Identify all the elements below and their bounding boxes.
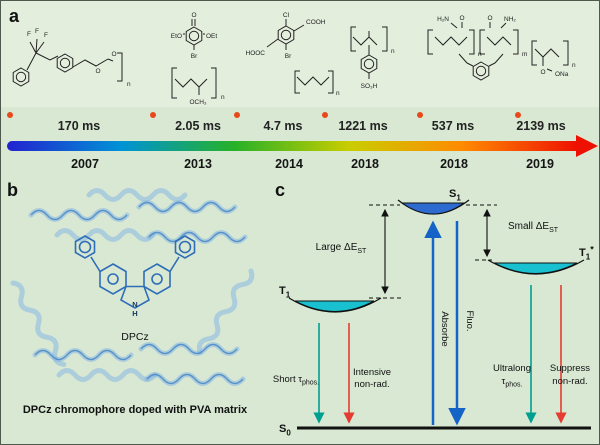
formula-label: HOOC [246,50,266,57]
formula-label: F [44,32,48,39]
chemical-structure-6: O ONa n [531,40,576,78]
formula-label: COOH [306,19,326,26]
formula-label: n [336,90,340,97]
dpcz-label: DPCz [121,331,148,343]
formula-label: ONa [555,71,569,78]
timeline-dot [234,112,240,118]
timeline-year: 2014 [275,157,303,171]
panel-b-label: b [7,180,18,200]
timeline-dot [417,112,423,118]
absorb-label: Absorbe [439,311,450,346]
timeline-year: 2013 [184,157,212,171]
intensive-nonrad-label: Intensive [353,367,391,378]
s0-label: S0 [279,423,291,438]
formula-label: F [35,28,39,35]
formula-label: n [478,51,482,58]
fluo-label: Fluo. [464,310,475,331]
molecule-art: N H DPCz [1,183,269,401]
formula-label: O [459,15,464,22]
chemical-structure-5: H₂N O O NH₂ n m [427,15,527,81]
timeline-dot [7,112,13,118]
timeline-year: 2018 [351,157,379,171]
formula-label: O [540,69,545,76]
timeline-dot [150,112,156,118]
timeline-lifetime: 537 ms [431,119,475,133]
t1-label: T1 [279,285,291,300]
timeline-arrowhead [576,135,598,157]
ultralong-phos-label: τphos. [502,376,523,389]
structures-band [1,1,599,107]
s1-label: S1 [449,188,461,203]
suppress-nonrad-label: Suppress [550,363,590,374]
suppress-nonrad-label: non-rad. [552,376,587,387]
t1-level [294,300,375,312]
formula-label: n [221,94,225,101]
timeline-dot [322,112,328,118]
formula-label: EtO [171,33,182,40]
s1-level [400,202,466,215]
ultralong-phos-label: Ultralong [493,363,531,374]
timeline-lifetime: 1221 ms [338,119,388,133]
intensive-nonrad-label: non-rad. [354,379,389,390]
timeline-lifetime: 2139 ms [516,119,566,133]
formula-label: H₂N [437,16,449,23]
formula-label: O [111,51,116,58]
t1star-label: T1* [579,245,594,262]
formula-label: O [95,68,100,75]
chemical-structure-3: Cl HOOC COOH Br n [246,12,341,97]
nitrogen-label: N [132,300,137,309]
timeline-lifetime: 170 ms [57,119,101,133]
timeline: 170 ms 2.05 ms 4.7 ms 1221 ms 537 ms 213… [1,109,599,179]
formula-label: Cl [283,12,290,19]
small-dest-label: Small ΔEST [508,221,559,234]
large-dest-label: Large ΔEST [316,242,367,255]
formula-label: OCH₃ [189,99,206,106]
timeline-dot [515,112,521,118]
timeline-lifetime: 4.7 ms [263,119,303,133]
formula-label: SO₃H [361,83,378,90]
formula-label: NH₂ [504,16,516,23]
formula-label: Br [285,53,292,60]
hydrogen-label: H [132,309,137,318]
short-phos-label: Short τphos. [273,374,319,387]
timeline-year: 2019 [526,157,554,171]
energy-diagram: S1 T1 T1* Large ΔEST Small ΔEST Absorbe … [273,188,594,438]
formula-label: m [522,51,527,58]
formula-label: F [27,31,31,38]
formula-label: O [487,15,492,22]
chemical-structure-1: F F F O O n [12,28,131,88]
formula-label: OEt [206,33,217,40]
formula-label: Br [191,53,198,60]
formula-label: n [127,81,131,88]
timeline-lifetime: 2.05 ms [175,119,221,133]
dpcz-structure: N H [74,235,196,318]
timeline-year: 2018 [440,157,468,171]
chemical-structure-2: O EtO OEt Br OCH₃ n [171,12,225,106]
t1star-level [493,262,578,274]
formula-label: n [391,48,395,55]
formula-label: n [572,62,576,69]
timeline-year: 2007 [71,157,99,171]
panel-b-caption: DPCz chromophore doped with PVA matrix [22,404,248,416]
chemical-structures-art: F F F O O n O EtO OEt Br OCH₃ n Cl [12,12,576,106]
panel-a-label: a [9,6,20,26]
chemical-structure-4: n SO₃H [350,26,395,90]
panel-c-label: c [275,180,286,200]
timeline-bar [7,141,577,151]
formula-label: O [191,12,196,19]
